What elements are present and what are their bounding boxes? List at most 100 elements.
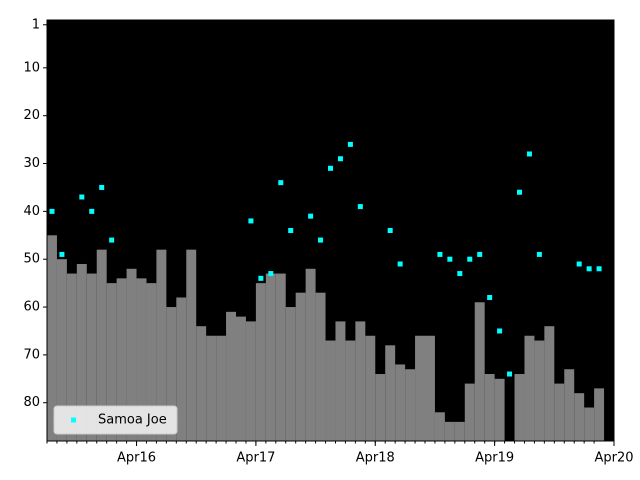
x-tick-label: Apr20 [594, 451, 633, 466]
bar [524, 335, 535, 441]
bar [166, 307, 177, 441]
point [258, 275, 264, 281]
bar [534, 340, 545, 441]
legend-box [53, 405, 178, 435]
bar [325, 340, 336, 441]
point [586, 266, 592, 272]
bar [444, 421, 455, 441]
bar [305, 268, 316, 441]
bar [156, 249, 167, 441]
point [467, 256, 473, 262]
bar [255, 283, 266, 441]
point [497, 328, 503, 334]
bar [186, 249, 197, 441]
bar [425, 335, 435, 441]
point [89, 208, 95, 214]
bar [554, 383, 565, 441]
bar [76, 263, 87, 441]
point [387, 228, 393, 233]
point [477, 251, 483, 257]
point [457, 271, 463, 277]
bar [136, 278, 147, 441]
point [397, 261, 403, 267]
y-tick-label: 20 [23, 108, 40, 123]
bar [66, 273, 77, 441]
y-tick-label: 30 [23, 156, 40, 171]
bar [474, 302, 485, 441]
bar [236, 316, 246, 441]
bar [415, 335, 425, 441]
point [517, 189, 522, 195]
bar [245, 321, 256, 441]
y-tick-label: 60 [23, 300, 40, 315]
point [49, 208, 55, 214]
point [596, 266, 602, 272]
bar [345, 340, 356, 441]
bar [594, 388, 605, 441]
bar [126, 268, 137, 441]
point [248, 218, 254, 224]
bar [405, 369, 416, 441]
y-tick-label: 70 [23, 347, 40, 362]
point [79, 194, 85, 200]
bar [484, 374, 495, 441]
bar [265, 273, 276, 441]
point [288, 228, 294, 233]
point [347, 141, 353, 147]
bar [86, 273, 97, 441]
bar [574, 393, 585, 441]
point [487, 294, 493, 300]
bar [96, 249, 107, 441]
point [526, 151, 532, 157]
bar [464, 383, 475, 441]
point [507, 371, 513, 377]
point [437, 251, 443, 257]
legend-label: Samoa Joe [98, 413, 167, 428]
bar [375, 374, 386, 441]
bar [226, 311, 236, 441]
bar [584, 407, 595, 441]
bar [514, 374, 525, 441]
y-tick-label: 50 [23, 252, 40, 267]
y-tick-label: 10 [23, 60, 40, 75]
point [308, 213, 314, 219]
bar [315, 292, 326, 441]
bar [395, 364, 406, 441]
bar [216, 335, 227, 441]
point [337, 156, 343, 162]
bar [295, 292, 306, 441]
bar [196, 326, 207, 441]
bar [385, 345, 396, 441]
bar [335, 321, 346, 441]
y-tick-label: 1 [32, 17, 40, 32]
x-tick-label: Apr18 [356, 451, 395, 466]
bar [544, 326, 555, 441]
plot-frame [46, 19, 615, 442]
bar [146, 283, 157, 441]
bar [176, 297, 187, 441]
bar [47, 235, 57, 441]
point [278, 180, 284, 186]
point [328, 165, 333, 171]
x-tick-label: Apr19 [475, 451, 514, 466]
point [109, 237, 115, 243]
y-tick-label: 80 [23, 395, 40, 410]
point [536, 251, 542, 257]
point [357, 204, 363, 210]
x-tick-label: Apr17 [236, 451, 275, 466]
point [59, 251, 65, 257]
bar [106, 283, 117, 441]
y-tick-label: 40 [23, 204, 40, 219]
point [268, 271, 274, 277]
bar [206, 335, 217, 441]
bar [116, 278, 127, 441]
x-tick-label: Apr16 [117, 451, 156, 466]
bar [275, 273, 286, 441]
bar [56, 259, 67, 441]
point [318, 237, 324, 243]
bar [434, 412, 445, 441]
bar [285, 307, 296, 441]
bar [355, 321, 366, 441]
